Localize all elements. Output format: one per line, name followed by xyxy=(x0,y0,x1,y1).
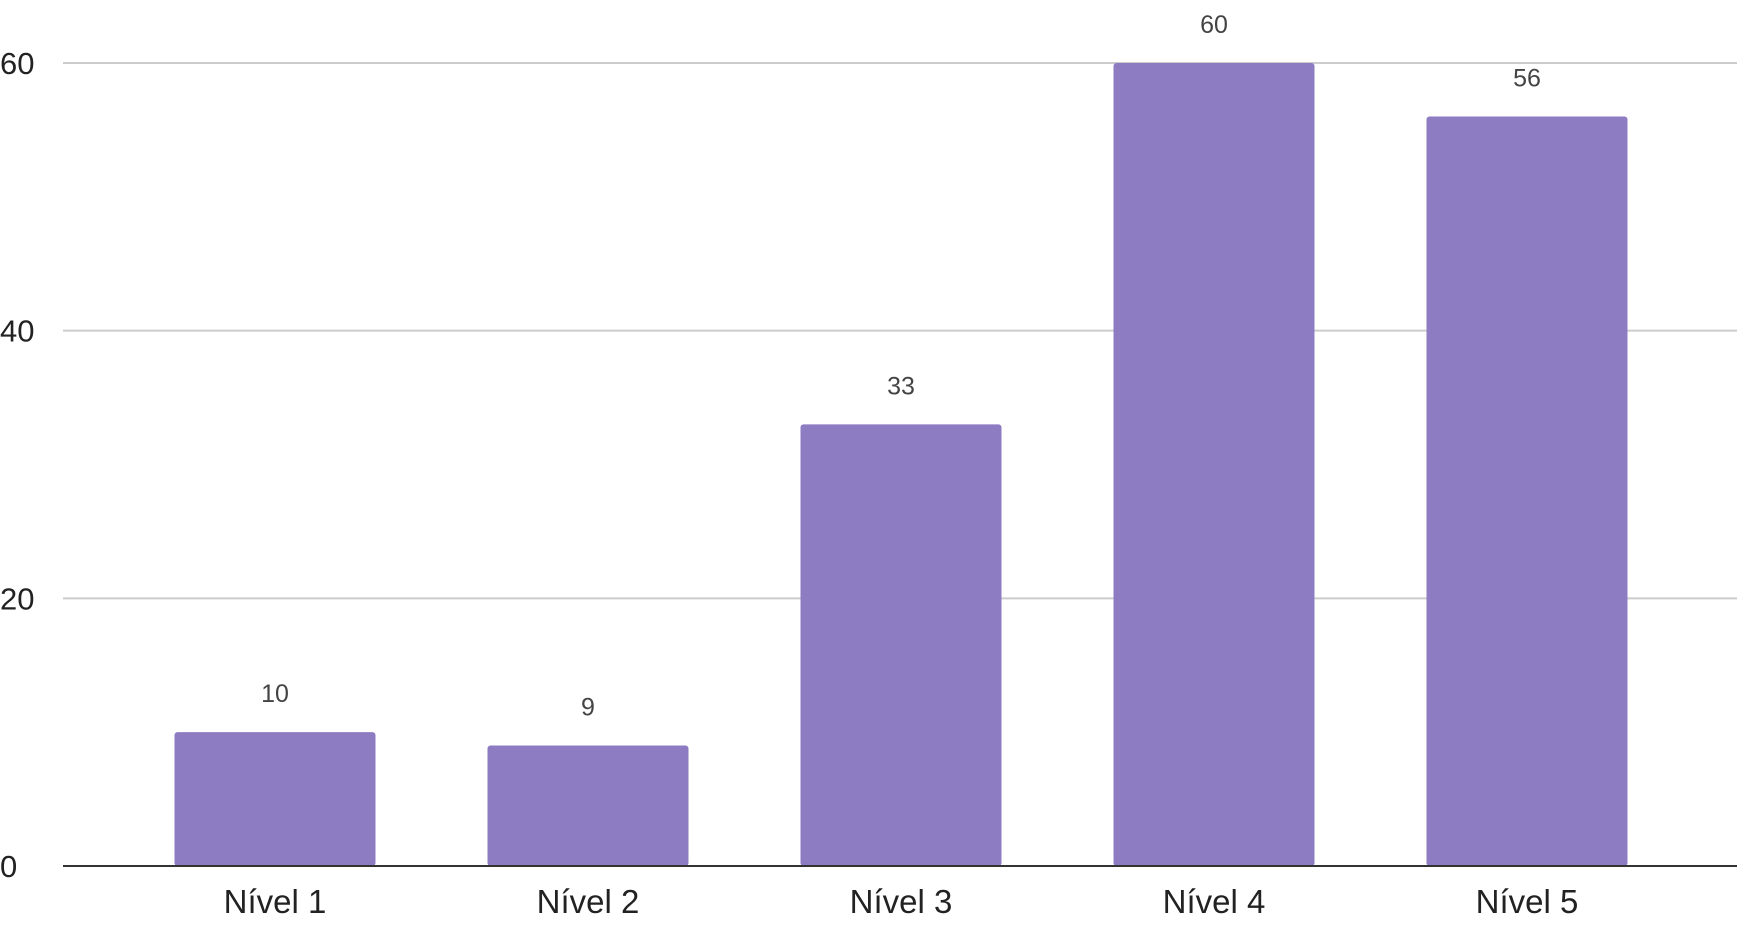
data-label: 33 xyxy=(887,372,915,400)
data-labels: 10 9 33 60 56 xyxy=(261,11,1541,722)
bars xyxy=(174,63,1628,867)
data-label: 9 xyxy=(581,694,595,722)
bar-5 xyxy=(1426,116,1628,867)
x-tick-label: Nível 2 xyxy=(537,883,640,920)
bar-4 xyxy=(1113,63,1315,866)
x-tick-label: Nível 5 xyxy=(1476,883,1579,920)
data-label: 56 xyxy=(1513,65,1541,93)
data-label: 60 xyxy=(1200,11,1228,39)
bar-1 xyxy=(174,732,376,866)
axes: 0 20 40 60 Nível 1 Nível 2 Nível 3 Nível 4 Nível… xyxy=(0,46,1737,920)
x-tick-label: Nível 1 xyxy=(224,883,327,920)
bar-2 xyxy=(487,745,689,866)
x-tick-label: Nível 3 xyxy=(850,883,953,920)
y-tick-label: 20 xyxy=(0,581,34,616)
data-label: 10 xyxy=(261,680,289,708)
y-tick-label: 0 xyxy=(0,849,17,884)
y-tick-label: 40 xyxy=(0,314,34,349)
bar-3 xyxy=(800,424,1002,866)
y-tick-label: 60 xyxy=(0,46,34,81)
x-tick-label: Nível 4 xyxy=(1163,883,1266,920)
